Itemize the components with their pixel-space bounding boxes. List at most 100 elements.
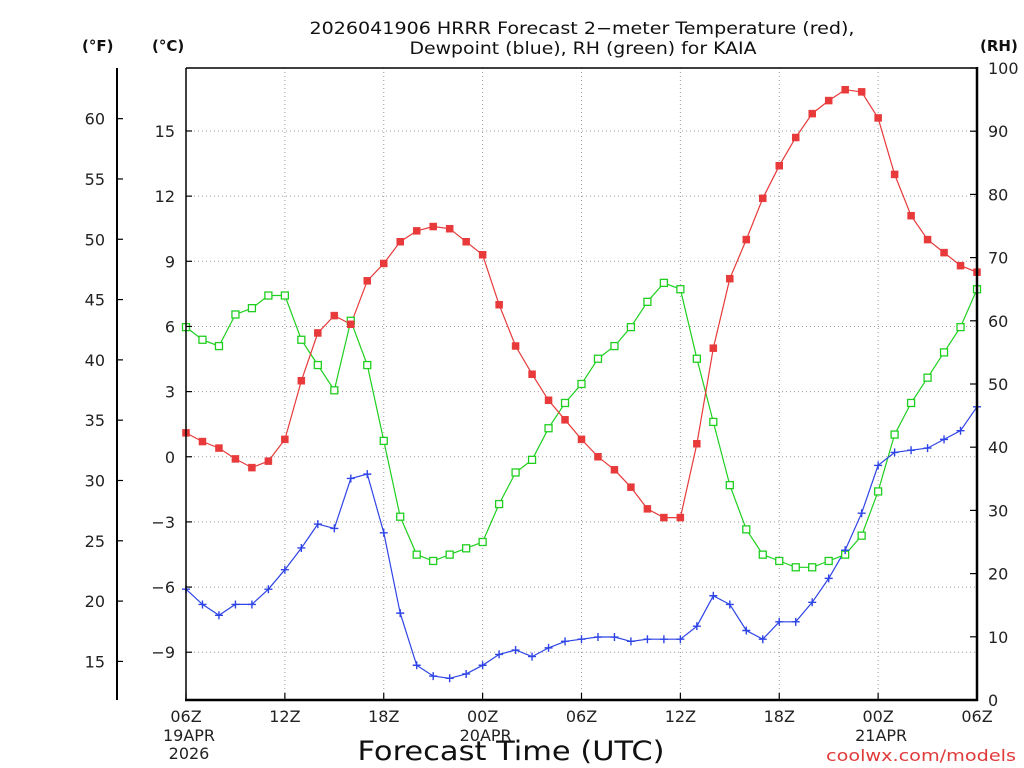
temperature-point — [478, 251, 487, 259]
temperature-point — [248, 463, 256, 472]
rh-point — [593, 354, 603, 363]
dewpoint-point — [610, 633, 619, 642]
dewpoint-point — [643, 635, 652, 644]
temperature-point — [330, 311, 339, 320]
dewpoint-point — [495, 650, 504, 659]
rh-tick-label: 40 — [988, 438, 1008, 457]
rh-tick-label: 10 — [988, 628, 1008, 647]
rh-tick-label: 50 — [988, 375, 1008, 394]
temperature-point — [791, 133, 800, 142]
chart-title-line-2: Dewpoint (blue), RH (green) for KAIA — [410, 39, 757, 59]
dewpoint-point — [676, 635, 685, 644]
temperature-point — [627, 483, 635, 491]
rh-point — [330, 386, 339, 395]
dewpoint-point — [511, 646, 520, 655]
rh-point — [445, 550, 454, 559]
rh-point — [659, 278, 669, 288]
temperature-point — [890, 170, 899, 179]
dewpoint-point — [462, 669, 471, 678]
x-tick-label: 06Z — [961, 707, 992, 726]
temperature-point — [544, 396, 553, 405]
temperature-point — [726, 274, 734, 283]
rh-tick-label: 30 — [988, 501, 1008, 520]
temperature-point — [676, 513, 685, 522]
dewpoint-point — [214, 611, 223, 620]
celsius-tick-label: 12 — [155, 187, 175, 206]
temperature-point — [264, 457, 273, 465]
dewpoint-point — [280, 565, 289, 574]
temperature-point — [462, 237, 470, 246]
fahrenheit-tick-label: 40 — [85, 351, 105, 370]
temperature-point — [594, 453, 602, 461]
dewpoint-point — [445, 674, 454, 683]
rh-point — [429, 556, 438, 566]
rh-point — [626, 322, 636, 332]
dewpoint-point — [775, 617, 784, 626]
temperature-point — [709, 344, 718, 352]
dewpoint-point — [478, 661, 487, 670]
dewpoint-point — [824, 574, 833, 583]
rh-point — [544, 424, 553, 433]
rh-tick-label: 90 — [988, 122, 1008, 141]
rh-point — [560, 398, 570, 408]
temperature-point — [297, 376, 306, 385]
temperature-point — [495, 300, 503, 309]
dewpoint-point — [874, 461, 883, 470]
dewpoint-point — [841, 546, 850, 555]
rh-point — [709, 417, 718, 427]
rh-point — [412, 550, 421, 559]
rh-tick-label: 0 — [988, 691, 998, 710]
rh-point — [363, 360, 372, 370]
temperature-point — [396, 237, 404, 246]
dewpoint-point — [544, 643, 553, 652]
dewpoint-point — [346, 474, 355, 483]
dewpoint-point — [198, 600, 207, 609]
fahrenheit-tick-label: 15 — [85, 652, 105, 671]
data-series — [181, 85, 982, 683]
dewpoint-point — [330, 524, 339, 533]
rh-point — [956, 322, 965, 332]
rh-point — [643, 297, 652, 306]
temperature-line — [185, 89, 978, 519]
celsius-tick-label: 6 — [165, 317, 175, 336]
temperature-point — [412, 227, 421, 235]
dewpoint-point — [626, 637, 635, 646]
rh-point — [890, 430, 899, 439]
dewpoint-point — [429, 672, 438, 681]
celsius-tick-label: 3 — [165, 383, 175, 402]
rh-point — [791, 563, 800, 572]
rh-point — [577, 379, 586, 389]
temperature-point — [528, 370, 536, 378]
rh-point — [379, 436, 388, 446]
fahrenheit-tick-label: 50 — [85, 230, 105, 249]
dewpoint-point — [412, 661, 421, 670]
dewpoint-point — [857, 509, 866, 518]
rh-point — [247, 304, 257, 313]
fahrenheit-tick-label: 35 — [85, 411, 105, 430]
rh-tick-label: 100 — [988, 59, 1019, 78]
celsius-tick-label: 0 — [165, 448, 175, 467]
celsius-tick-label: 9 — [165, 252, 175, 271]
rh-point — [725, 480, 734, 490]
rh-point — [906, 398, 916, 408]
rh-axis-unit: (RH) — [980, 37, 1018, 55]
rh-point — [742, 525, 751, 534]
temperature-point — [907, 211, 915, 220]
rh-point — [297, 335, 306, 344]
dewpoint-point — [890, 448, 899, 457]
rh-tick-label: 60 — [988, 312, 1008, 331]
temperature-point — [380, 259, 388, 268]
x-tick-label: 12Z — [269, 707, 300, 726]
dewpoint-point — [709, 591, 718, 600]
temperature-point — [347, 320, 355, 329]
temperature-point — [281, 435, 289, 444]
rh-point — [214, 341, 224, 351]
dewpoint-point — [907, 446, 916, 455]
dewpoint-point — [956, 426, 965, 435]
rh-point — [461, 544, 471, 553]
x-date-label: 21APR — [855, 726, 907, 745]
temperature-point — [956, 261, 965, 270]
rh-point — [478, 537, 487, 547]
fahrenheit-tick-label: 60 — [85, 110, 105, 129]
fahrenheit-tick-label: 45 — [85, 291, 105, 310]
